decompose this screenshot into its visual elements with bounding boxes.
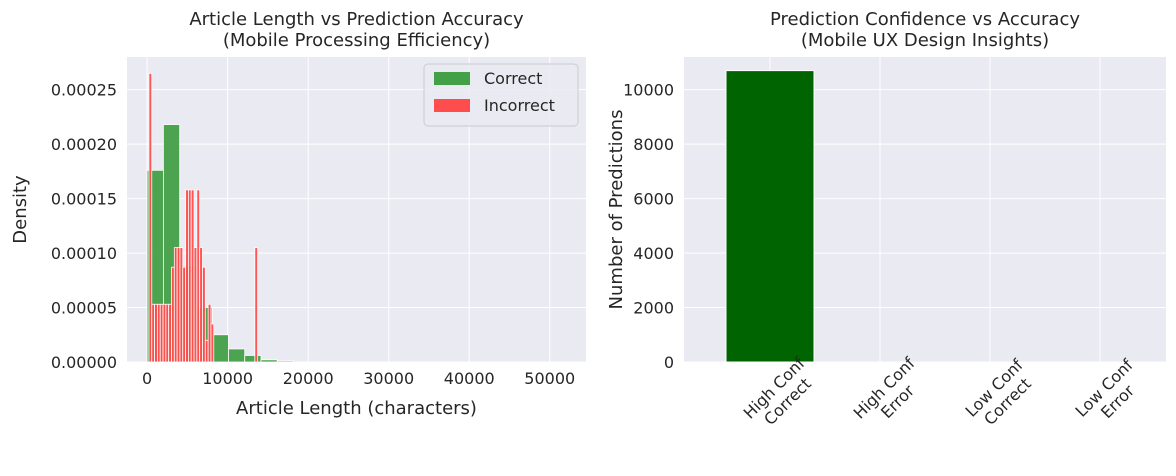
bar-incorrect (179, 247, 184, 363)
bar-incorrect (159, 303, 164, 363)
bar (725, 70, 815, 363)
bar-incorrect (173, 247, 178, 363)
legend: Correct Incorrect (423, 63, 579, 127)
x-tick-label: 40000 (444, 369, 495, 388)
left-chart: 0 10000 20000 30000 40000 50000 0.00000 0.00005… (10, 9, 586, 419)
bar-correct (276, 360, 294, 363)
bar-incorrect (190, 189, 195, 363)
y-axis-label: Number of Predictions (606, 110, 627, 310)
chart-title: Prediction Confidence vs Accuracy (Mobile… (770, 9, 1080, 51)
bar-incorrect (151, 303, 155, 363)
y-tick-label: 0.00005 (51, 299, 117, 318)
y-tick-label: 0.00025 (51, 81, 117, 100)
bar-incorrect (207, 303, 212, 363)
y-tick-label: 2000 (633, 299, 674, 318)
x-axis-label: Article Length (characters) (236, 398, 477, 419)
x-tick-label: 50000 (524, 369, 575, 388)
bar-incorrect (204, 339, 209, 363)
y-tick-label: 4000 (633, 244, 674, 263)
bar-incorrect (156, 303, 161, 363)
y-tick-label: 8000 (633, 135, 674, 154)
y-tick-label: 0 (664, 353, 674, 372)
legend-label: Correct (484, 69, 542, 88)
x-tick-label: 20000 (283, 369, 334, 388)
x-tick-label: Low ConfError (1071, 355, 1150, 434)
bar-correct (244, 355, 262, 363)
y-tick-label: 0.00000 (51, 353, 117, 372)
bar-incorrect (196, 189, 201, 363)
y-axis-label: Density (10, 175, 31, 244)
bar-correct (228, 348, 246, 363)
y-tick-label: 6000 (633, 190, 674, 209)
bar-incorrect (162, 303, 167, 363)
bar-incorrect (176, 247, 181, 363)
bar-incorrect (185, 189, 189, 363)
bar-incorrect (188, 189, 192, 363)
bar-incorrect (154, 303, 158, 363)
legend-label: Incorrect (484, 96, 555, 115)
bar-incorrect (168, 303, 172, 363)
right-chart: 0 2000 4000 6000 8000 10000 High ConfCorrect Hi… (606, 9, 1166, 436)
bar-correct (211, 334, 229, 363)
legend-swatch (434, 72, 470, 85)
x-tick-label: 30000 (363, 369, 414, 388)
bar-incorrect (202, 266, 206, 363)
x-tick-label: Low ConfCorrect (961, 355, 1040, 434)
y-tick-label: 0.00020 (51, 135, 117, 154)
chart-title: Article Length vs Prediction Accuracy (Mo… (189, 9, 524, 51)
y-tick-label: 0.00010 (51, 244, 117, 263)
x-tick-label: 10000 (202, 369, 253, 388)
bar-incorrect (199, 247, 203, 363)
x-tick-label: High ConfCorrect (740, 353, 823, 436)
x-tick-label: High ConfError (850, 353, 933, 436)
bar-incorrect (210, 323, 215, 363)
legend-swatch (434, 99, 470, 112)
bar-incorrect (193, 247, 198, 363)
bar-incorrect (171, 266, 175, 363)
y-tick-label: 0.00015 (51, 190, 117, 209)
y-tick-label: 10000 (623, 81, 674, 100)
bar-incorrect (148, 72, 153, 363)
bar-incorrect (182, 266, 186, 363)
x-tick-label: 0 (142, 369, 152, 388)
bar-correct (260, 359, 278, 363)
bar-incorrect (165, 303, 170, 363)
bar-incorrect (254, 247, 259, 363)
